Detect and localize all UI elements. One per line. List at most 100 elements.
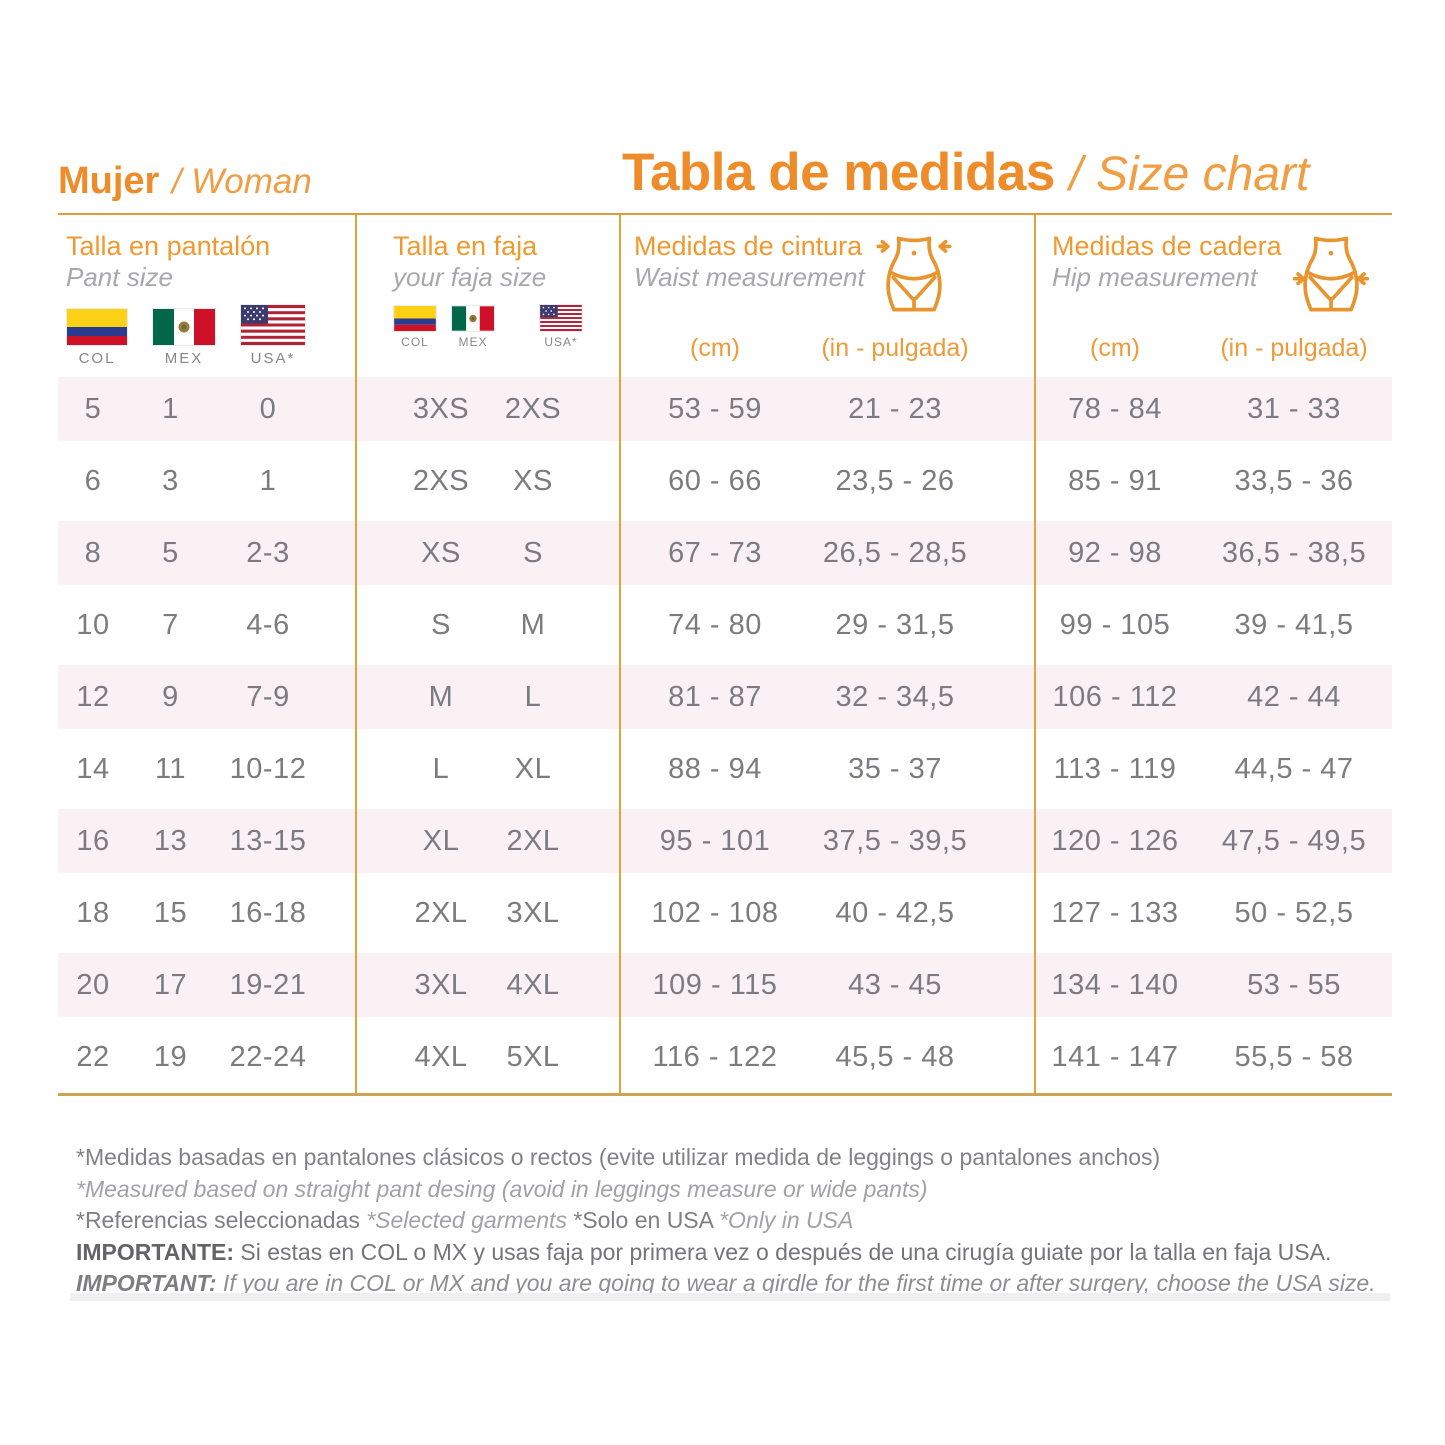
cell-waist-in: 23,5 - 26 (835, 464, 955, 497)
usa-flag-icon (539, 304, 583, 332)
table-row: 18 15 16-18 2XL 3XL 102 - 108 40 - 42,5 127 - 1… (58, 877, 1392, 949)
cell-waist-in: 32 - 34,5 (835, 680, 955, 713)
header-faja-size-subtitle: your faja size (393, 262, 547, 292)
cell-pant-col: 14 (76, 752, 110, 785)
cell-waist-in: 37,5 - 39,5 (822, 824, 968, 857)
cell-faja-usa: 2XL (506, 824, 560, 857)
column-divider (619, 215, 621, 1093)
cell-pant-mex: 9 (162, 680, 179, 713)
cell-pant-mex: 19 (153, 1040, 188, 1073)
header-faja-size-title: Talla en faja (393, 231, 538, 261)
cell-hip-cm: 99 - 105 (1059, 608, 1171, 641)
flag-item-mexico: MEX (152, 308, 216, 367)
cell-hip-in: 44,5 - 47 (1234, 752, 1354, 785)
cell-faja-usa: L (524, 680, 542, 713)
colombia-flag-icon (66, 308, 128, 346)
mexico-flag-icon (152, 308, 216, 346)
table-row: 10 7 4-6 S M 74 - 80 29 - 31,5 99 - 105 39 - 41,… (58, 589, 1392, 661)
flag-item-usa-small: USA* (539, 304, 583, 349)
table-row: 20 17 19-21 3XL 4XL 109 - 115 43 - 45 134 - 140… (58, 949, 1392, 1021)
cell-pant-mex: 3 (162, 464, 179, 497)
cell-waist-cm: 60 - 66 (668, 464, 762, 497)
waist-units-row: (cm) (in - pulgada) (619, 334, 1034, 363)
cell-pant-col: 5 (84, 392, 102, 425)
important-label-en: IMPORTANT: (76, 1270, 217, 1296)
cell-pant-usa: 13-15 (229, 824, 307, 857)
table-body: 5 1 0 3XS 2XS 53 - 59 21 - 23 78 - 84 31 - 33 6 3 1… (58, 373, 1392, 1093)
cell-waist-cm: 67 - 73 (668, 536, 762, 569)
cell-pant-mex: 7 (162, 608, 179, 641)
cell-waist-in: 29 - 31,5 (835, 608, 955, 641)
cell-waist-in: 21 - 23 (848, 392, 942, 425)
header-waist-title: Medidas de cintura (634, 231, 863, 261)
cell-hip-cm: 127 - 133 (1051, 896, 1179, 929)
footnote-important-es: IMPORTANTE: Si estas en COL o MX y usas … (76, 1237, 1396, 1269)
table-row: 6 3 1 2XS XS 60 - 66 23,5 - 26 85 - 91 33,5 - 36 (58, 445, 1392, 517)
cell-hip-in: 53 - 55 (1247, 968, 1341, 1001)
cell-hip-in: 33,5 - 36 (1234, 464, 1354, 497)
cell-faja-usa: S (523, 536, 543, 569)
header-faja-size: Talla en faja your faja size COL MEX (355, 215, 619, 373)
cell-pant-usa: 2-3 (246, 536, 290, 569)
cell-faja-col-mex: 4XL (414, 1040, 468, 1073)
cell-waist-cm: 81 - 87 (668, 680, 762, 713)
page-title-en: / Size chart (1069, 148, 1310, 201)
cell-faja-usa: 5XL (506, 1040, 560, 1073)
cell-faja-usa: XL (514, 752, 552, 785)
hip-unit-in: (in - pulgada) (1220, 334, 1368, 362)
gender-heading-es: Mujer (58, 160, 160, 202)
cell-pant-col: 12 (76, 680, 110, 713)
cell-pant-mex: 11 (154, 752, 187, 785)
cell-pant-usa: 16-18 (229, 896, 307, 929)
footnote-references: *Referencias seleccionadas *Selected gar… (76, 1205, 1396, 1237)
footnote-measures-es: *Medidas basadas en pantalones clásicos … (76, 1144, 1161, 1170)
footnote-ref-es: *Referencias seleccionadas (76, 1207, 367, 1233)
cell-pant-mex: 13 (153, 824, 188, 857)
flag-label-mex: MEX (458, 335, 488, 349)
column-divider (1034, 215, 1036, 1093)
cell-pant-usa: 1 (259, 464, 277, 497)
footnote-usa-en: *Only in USA (719, 1207, 854, 1233)
cell-hip-cm: 134 - 140 (1051, 968, 1179, 1001)
header-pant-size: Talla en pantalón Pant size COL MEX (58, 215, 355, 373)
table-row: 22 19 22-24 4XL 5XL 116 - 122 45,5 - 48 141 - 1… (58, 1021, 1392, 1093)
cell-pant-usa: 7-9 (246, 680, 290, 713)
footnote-measures-en: *Measured based on straight pant desing … (76, 1175, 928, 1202)
header-hip-subtitle: Hip measurement (1052, 262, 1258, 292)
cell-pant-usa: 19-21 (229, 968, 307, 1001)
important-text-en: If you are in COL or MX and you are goin… (216, 1270, 1376, 1296)
cell-pant-mex: 17 (153, 968, 188, 1001)
mexico-flag-icon (451, 305, 495, 332)
cell-hip-cm: 92 - 98 (1068, 536, 1162, 569)
cell-waist-cm: 88 - 94 (668, 752, 762, 785)
cell-pant-mex: 1 (162, 392, 179, 425)
flag-item-colombia-small: COL (393, 305, 437, 349)
header-waist: Medidas de cintura Waist measurement (619, 215, 1034, 373)
gender-heading: Mujer / Woman (58, 160, 312, 203)
cell-pant-usa: 4-6 (246, 608, 290, 641)
cell-waist-in: 43 - 45 (848, 968, 942, 1001)
hip-units-row: (cm) (in - pulgada) (1034, 334, 1392, 363)
table-header: Talla en pantalón Pant size COL MEX (58, 215, 1392, 373)
header-waist-subtitle: Waist measurement (634, 262, 865, 292)
page-title-es: Tabla de medidas (622, 143, 1055, 202)
flag-label-usa: USA* (544, 335, 578, 349)
cell-pant-col: 18 (76, 896, 110, 929)
cell-faja-usa: XS (513, 464, 553, 497)
faja-flags-row: COL MEX USA* (393, 304, 619, 349)
table-row: 12 9 7-9 M L 81 - 87 32 - 34,5 106 - 112 42 - 44 (58, 661, 1392, 733)
cell-hip-in: 36,5 - 38,5 (1221, 536, 1367, 569)
cell-faja-col-mex: 3XL (414, 968, 468, 1001)
cell-waist-cm: 102 - 108 (651, 896, 779, 929)
table-row: 8 5 2-3 XS S 67 - 73 26,5 - 28,5 92 - 98 36,5 - … (58, 517, 1392, 589)
footnotes: *Medidas basadas en pantalones clásicos … (76, 1142, 1396, 1300)
cell-hip-in: 47,5 - 49,5 (1221, 824, 1367, 857)
cell-pant-usa: 10-12 (229, 752, 307, 785)
cell-hip-in: 55,5 - 58 (1234, 1040, 1354, 1073)
cell-pant-mex: 5 (162, 536, 179, 569)
cell-pant-col: 8 (84, 536, 102, 569)
cell-faja-col-mex: 3XS (412, 392, 470, 425)
cell-faja-col-mex: XL (422, 824, 460, 857)
cell-pant-usa: 22-24 (229, 1040, 307, 1073)
cell-pant-col: 16 (76, 824, 110, 857)
